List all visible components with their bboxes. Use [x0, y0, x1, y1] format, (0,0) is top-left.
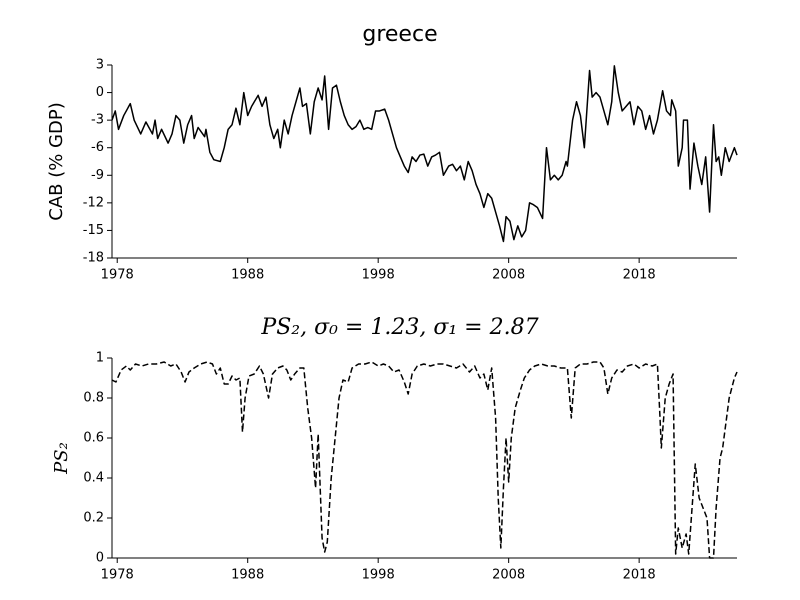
data-line: [111, 65, 738, 243]
x-tick-label: 1988: [231, 568, 264, 583]
x-tick-label: 1978: [101, 268, 134, 283]
x-tick-label: 1988: [231, 268, 264, 283]
chart-title: PS₂, σ₀ = 1.23, σ₁ = 2.87: [260, 315, 538, 340]
y-tick-label: 0: [96, 551, 104, 566]
x-tick-label: 1998: [362, 268, 395, 283]
x-tick-label: 1998: [362, 568, 395, 583]
y-tick-label: -12: [83, 195, 104, 210]
x-tick-label: 2008: [492, 268, 525, 283]
y-axis-label: CAB (% GDP): [46, 102, 67, 221]
y-tick-label: 0: [96, 85, 104, 100]
y-tick-label: -15: [83, 223, 104, 238]
y-tick-label: 3: [96, 58, 104, 73]
x-tick-label: 1978: [101, 568, 134, 583]
y-tick-label: -9: [91, 168, 104, 183]
y-tick-label: 0.8: [83, 391, 104, 406]
y-tick-label: 0.4: [83, 471, 104, 486]
y-tick-label: 0.6: [83, 431, 104, 446]
x-tick-label: 2008: [492, 568, 525, 583]
y-axis-label: PS₂: [51, 442, 72, 475]
y-tick-label: -6: [91, 140, 104, 155]
y-tick-label: -18: [83, 251, 104, 266]
chart-title: greece: [362, 22, 437, 47]
x-tick-label: 2018: [623, 568, 656, 583]
y-tick-label: -3: [91, 113, 104, 128]
x-tick-label: 2018: [623, 268, 656, 283]
data-line: [111, 361, 738, 559]
y-tick-label: 1: [96, 351, 104, 366]
y-tick-label: 0.2: [83, 511, 104, 526]
